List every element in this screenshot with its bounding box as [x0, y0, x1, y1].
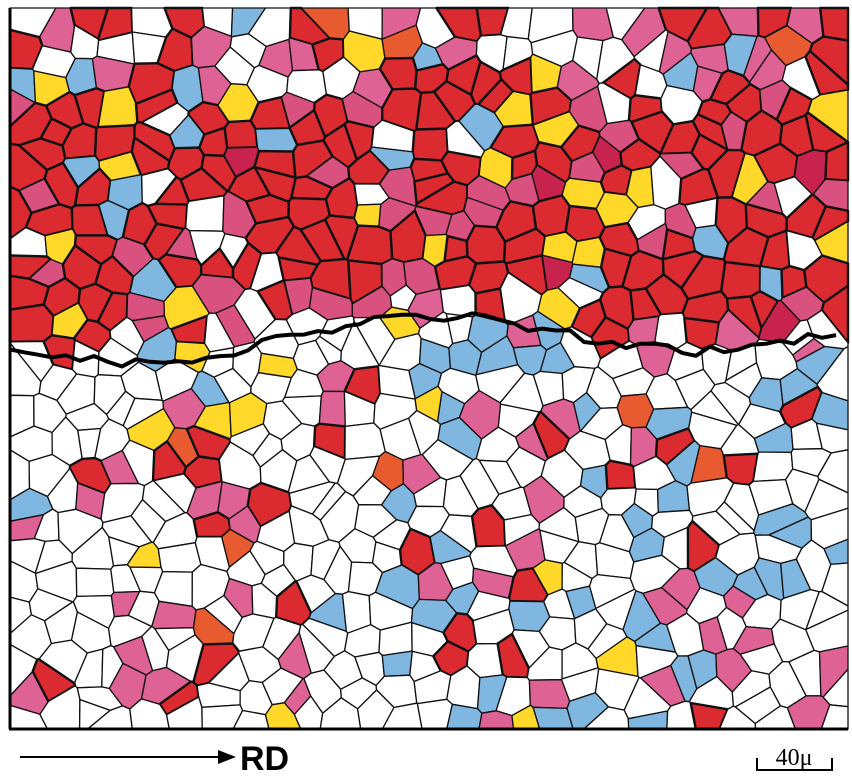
grain — [355, 204, 381, 226]
grain — [447, 704, 482, 729]
grain — [417, 699, 452, 729]
rd-arrow-head — [218, 750, 236, 764]
grain-map-figure: RD 40μ — [0, 0, 852, 780]
grain — [413, 129, 448, 161]
grain — [606, 461, 636, 489]
grain — [10, 305, 54, 342]
grain — [628, 317, 659, 346]
grain — [98, 87, 137, 127]
grain — [572, 237, 605, 267]
page: RD 40μ (() => { const data = JSON.parse(… — [0, 0, 852, 780]
grain — [152, 601, 196, 628]
grain — [382, 651, 412, 676]
direction-label: RD — [240, 740, 289, 778]
grain — [319, 391, 345, 426]
grain — [467, 226, 505, 264]
grain — [76, 568, 114, 596]
scale-label: 40μ — [776, 745, 813, 771]
grain — [186, 196, 224, 231]
grain-map — [10, 8, 848, 729]
grain — [345, 423, 385, 459]
grain — [225, 121, 258, 148]
grain — [158, 543, 201, 572]
